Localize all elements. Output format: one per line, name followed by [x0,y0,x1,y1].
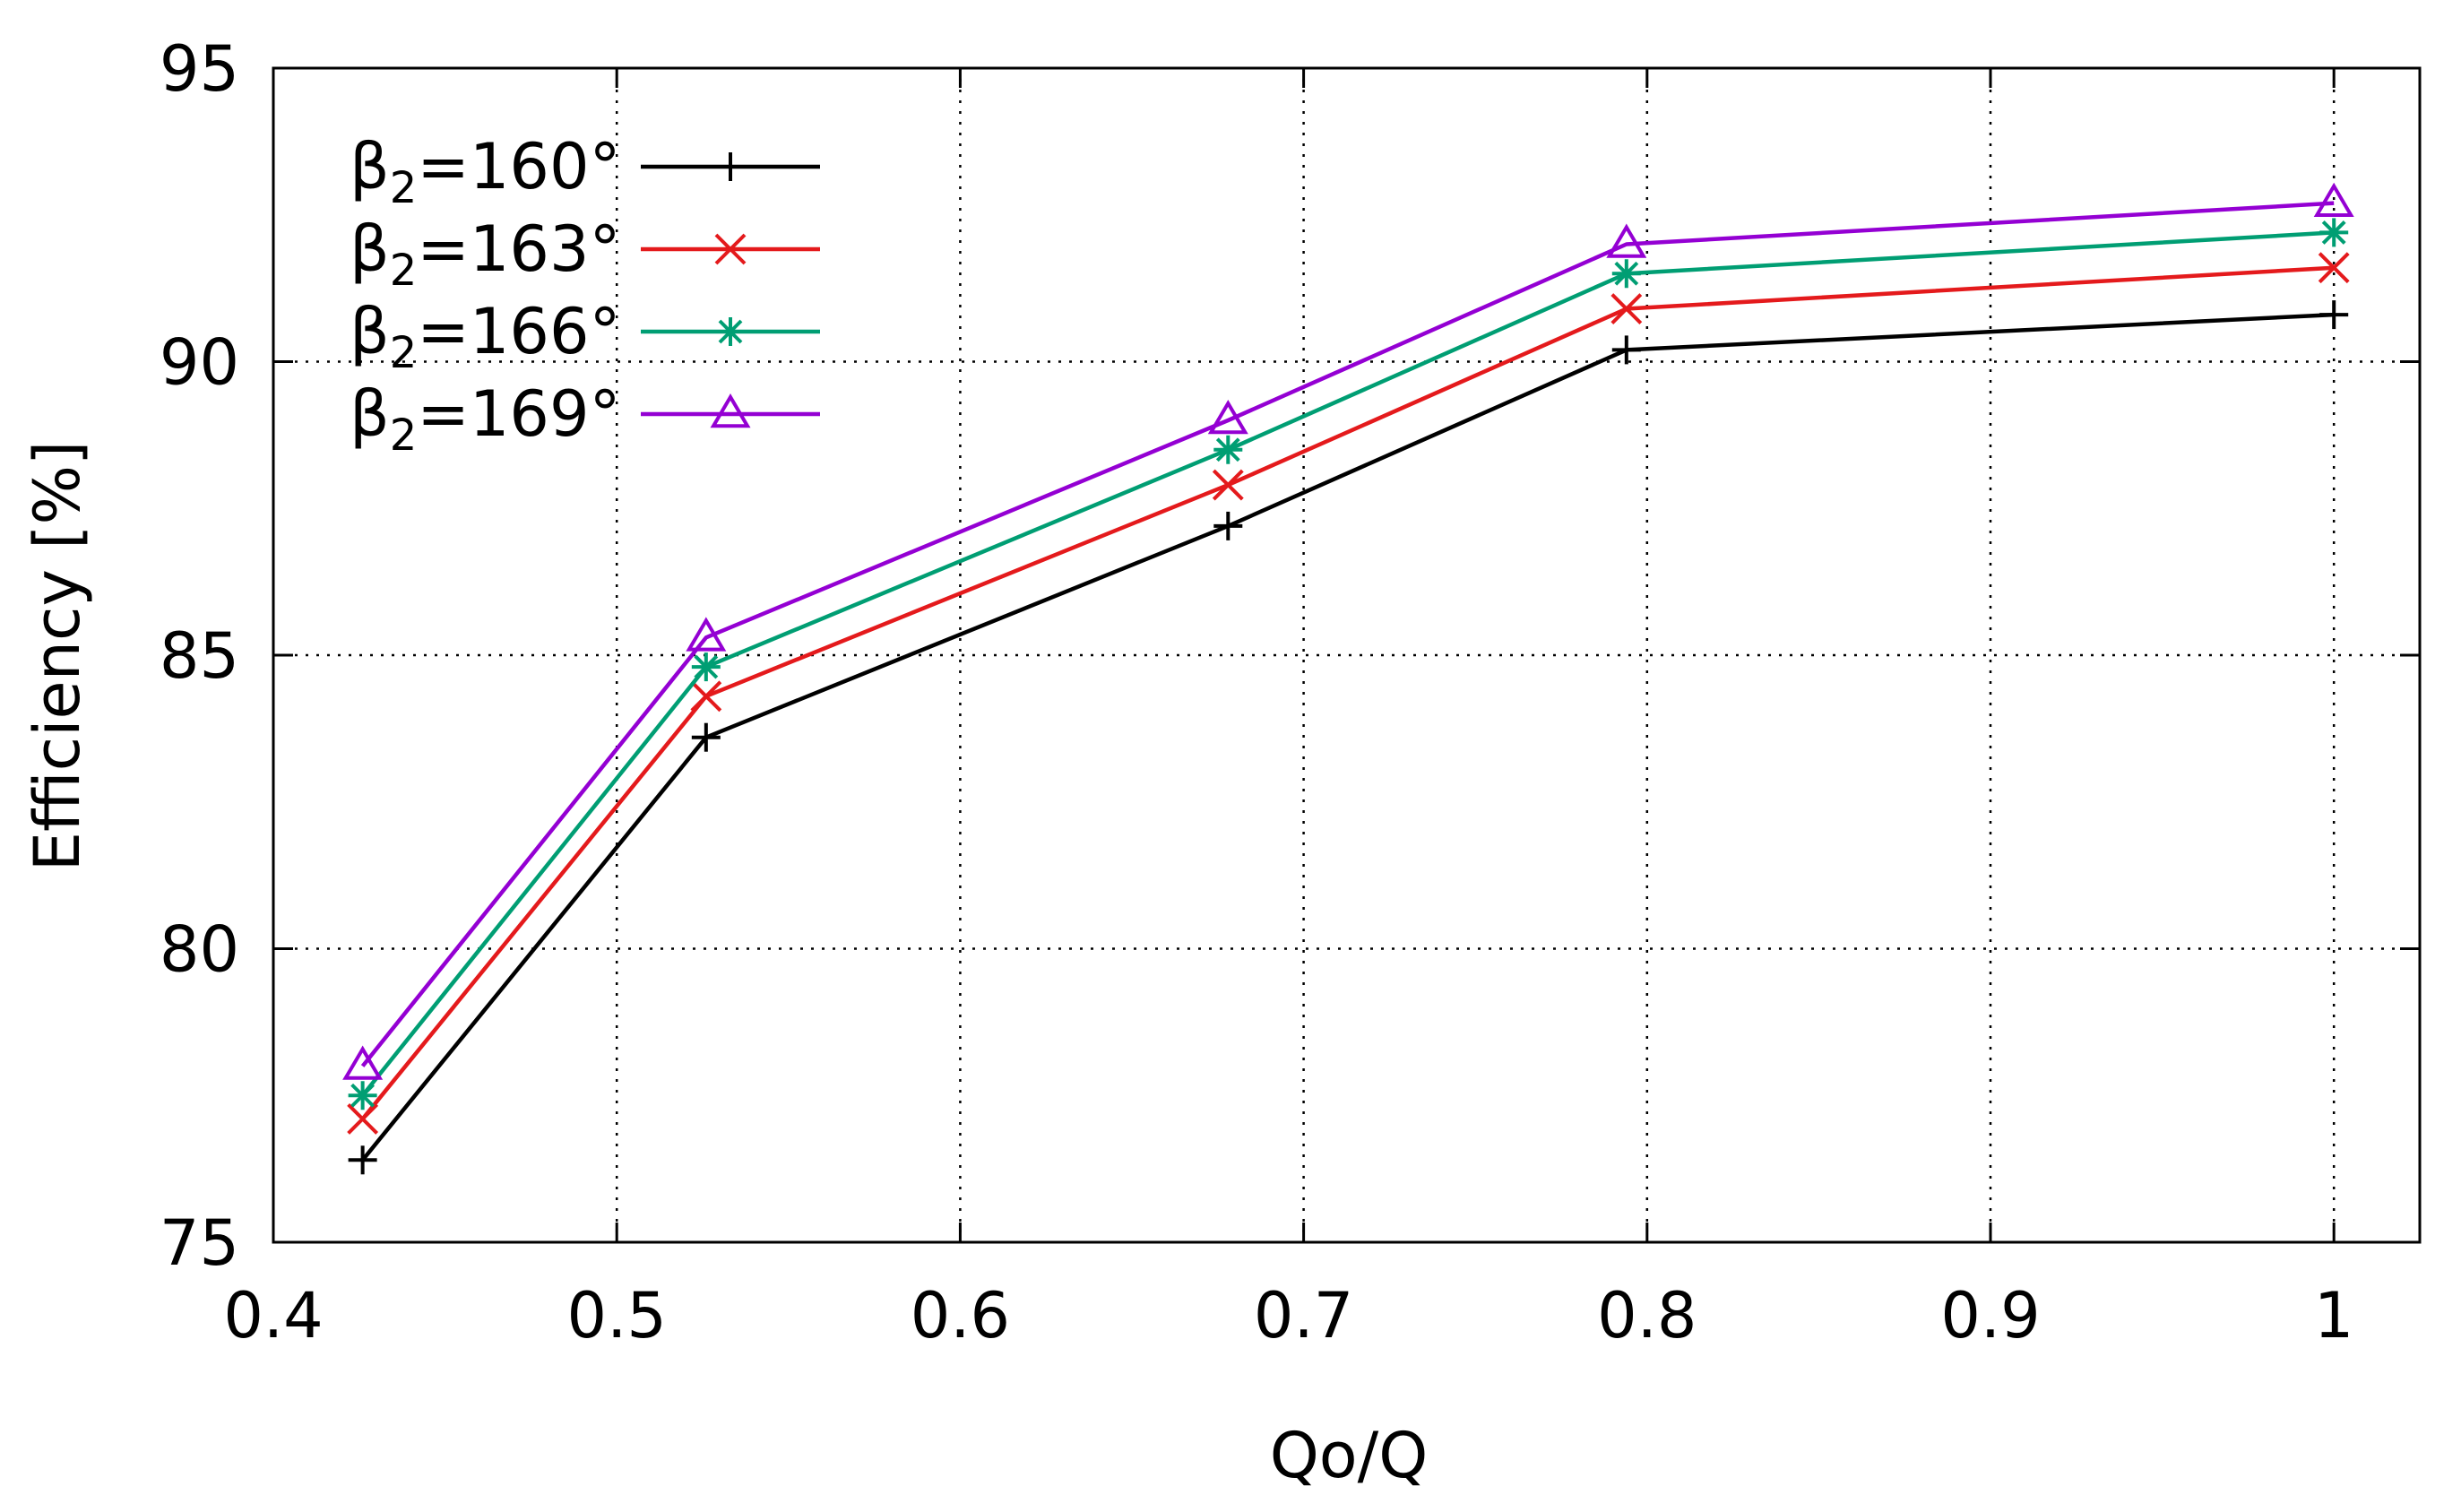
data-point [2319,218,2349,247]
data-point [2319,300,2349,330]
legend-marker-0 [716,152,745,181]
legend-marker-3-tri [710,393,751,428]
legend: β2=160°β2=163°β2=166°β2=169° [350,130,820,461]
data-point [1611,335,1641,365]
x-axis-title: Qo/Q [1270,1419,1429,1492]
data-point-d2 [2321,220,2346,245]
legend-label-2: β2=166° [350,295,621,378]
data-point [1213,435,1243,464]
legend-value: =160° [417,130,620,203]
data-point [1212,469,1244,501]
data-point-d2 [347,1103,379,1135]
legend-subscript: 2 [390,328,418,378]
data-point [2313,182,2354,217]
x-tick-label: 0.9 [1940,1279,2040,1352]
data-point-d2 [2318,252,2350,284]
data-point-tri [2313,182,2354,217]
data-point [1610,293,1643,324]
data-point [690,680,722,713]
data-point-tri [1207,400,1248,435]
data-point [347,1103,379,1135]
data-point-tri [1606,223,1647,258]
x-tick-label: 0.6 [911,1279,1010,1352]
axes [272,66,2422,1244]
x-tick-label: 0.5 [567,1279,667,1352]
legend-label-1: β2=163° [350,212,621,296]
series-line-0 [360,312,2335,1162]
data-point [342,1045,384,1080]
legend-value: =163° [417,212,620,286]
y-tick-label: 75 [160,1206,239,1280]
data-point-tri [342,1045,384,1080]
x-tick-label: 0.8 [1597,1279,1697,1352]
data-point-d2 [694,654,719,679]
x-tick-label: 1 [2314,1279,2354,1352]
legend-value: =166° [417,295,620,368]
y-tick-label: 95 [160,32,239,106]
data-point-tri [686,617,727,652]
legend-beta: β [350,295,390,368]
legend-subscript: 2 [390,163,418,213]
x-tick-label: 0.4 [223,1279,323,1352]
tick-labels: 0.4 0.5 0.6 0.7 0.8 0.9 1 75 80 85 90 95 [160,32,2354,1352]
data-point-d2 [350,1083,376,1108]
data-point [348,1145,377,1175]
data-point [686,617,727,652]
data-point-d2 [690,680,722,713]
data-point [691,652,721,682]
data-point [1611,259,1641,289]
legend-marker-3 [710,393,751,428]
legend-label-0: β2=160° [350,130,621,213]
data-point [1606,223,1647,258]
series-line-3 [360,201,2335,1067]
legend-value: =169° [417,377,620,451]
x-tick-label: 0.7 [1254,1279,1353,1352]
data-point-d2 [1610,293,1643,324]
legend-beta: β [350,212,390,286]
y-tick-label: 85 [160,619,239,693]
data-point [691,722,721,752]
legend-marker-2 [716,317,745,346]
data-point [1213,511,1243,540]
grid-lines [273,68,2420,1242]
data-point-d2 [1614,261,1639,286]
legend-marker-1-d2 [714,233,747,265]
legend-subscript: 2 [390,410,418,461]
legend-subscript: 2 [390,246,418,296]
y-tick-label: 90 [160,326,239,400]
legend-marker-1 [714,233,747,265]
y-tick-label: 80 [160,913,239,987]
data-point-d2 [1212,469,1244,501]
y-axis-title: Efficiency [%] [21,441,94,872]
legend-beta: β [350,130,390,203]
legend-marker-2-d2 [718,319,743,344]
data-point [348,1081,377,1110]
legend-beta: β [350,377,390,451]
data-point-d2 [1215,437,1240,462]
series-group [342,182,2354,1175]
data-point [1207,400,1248,435]
data-point [2318,252,2350,284]
legend-label-3: β2=169° [350,377,621,461]
